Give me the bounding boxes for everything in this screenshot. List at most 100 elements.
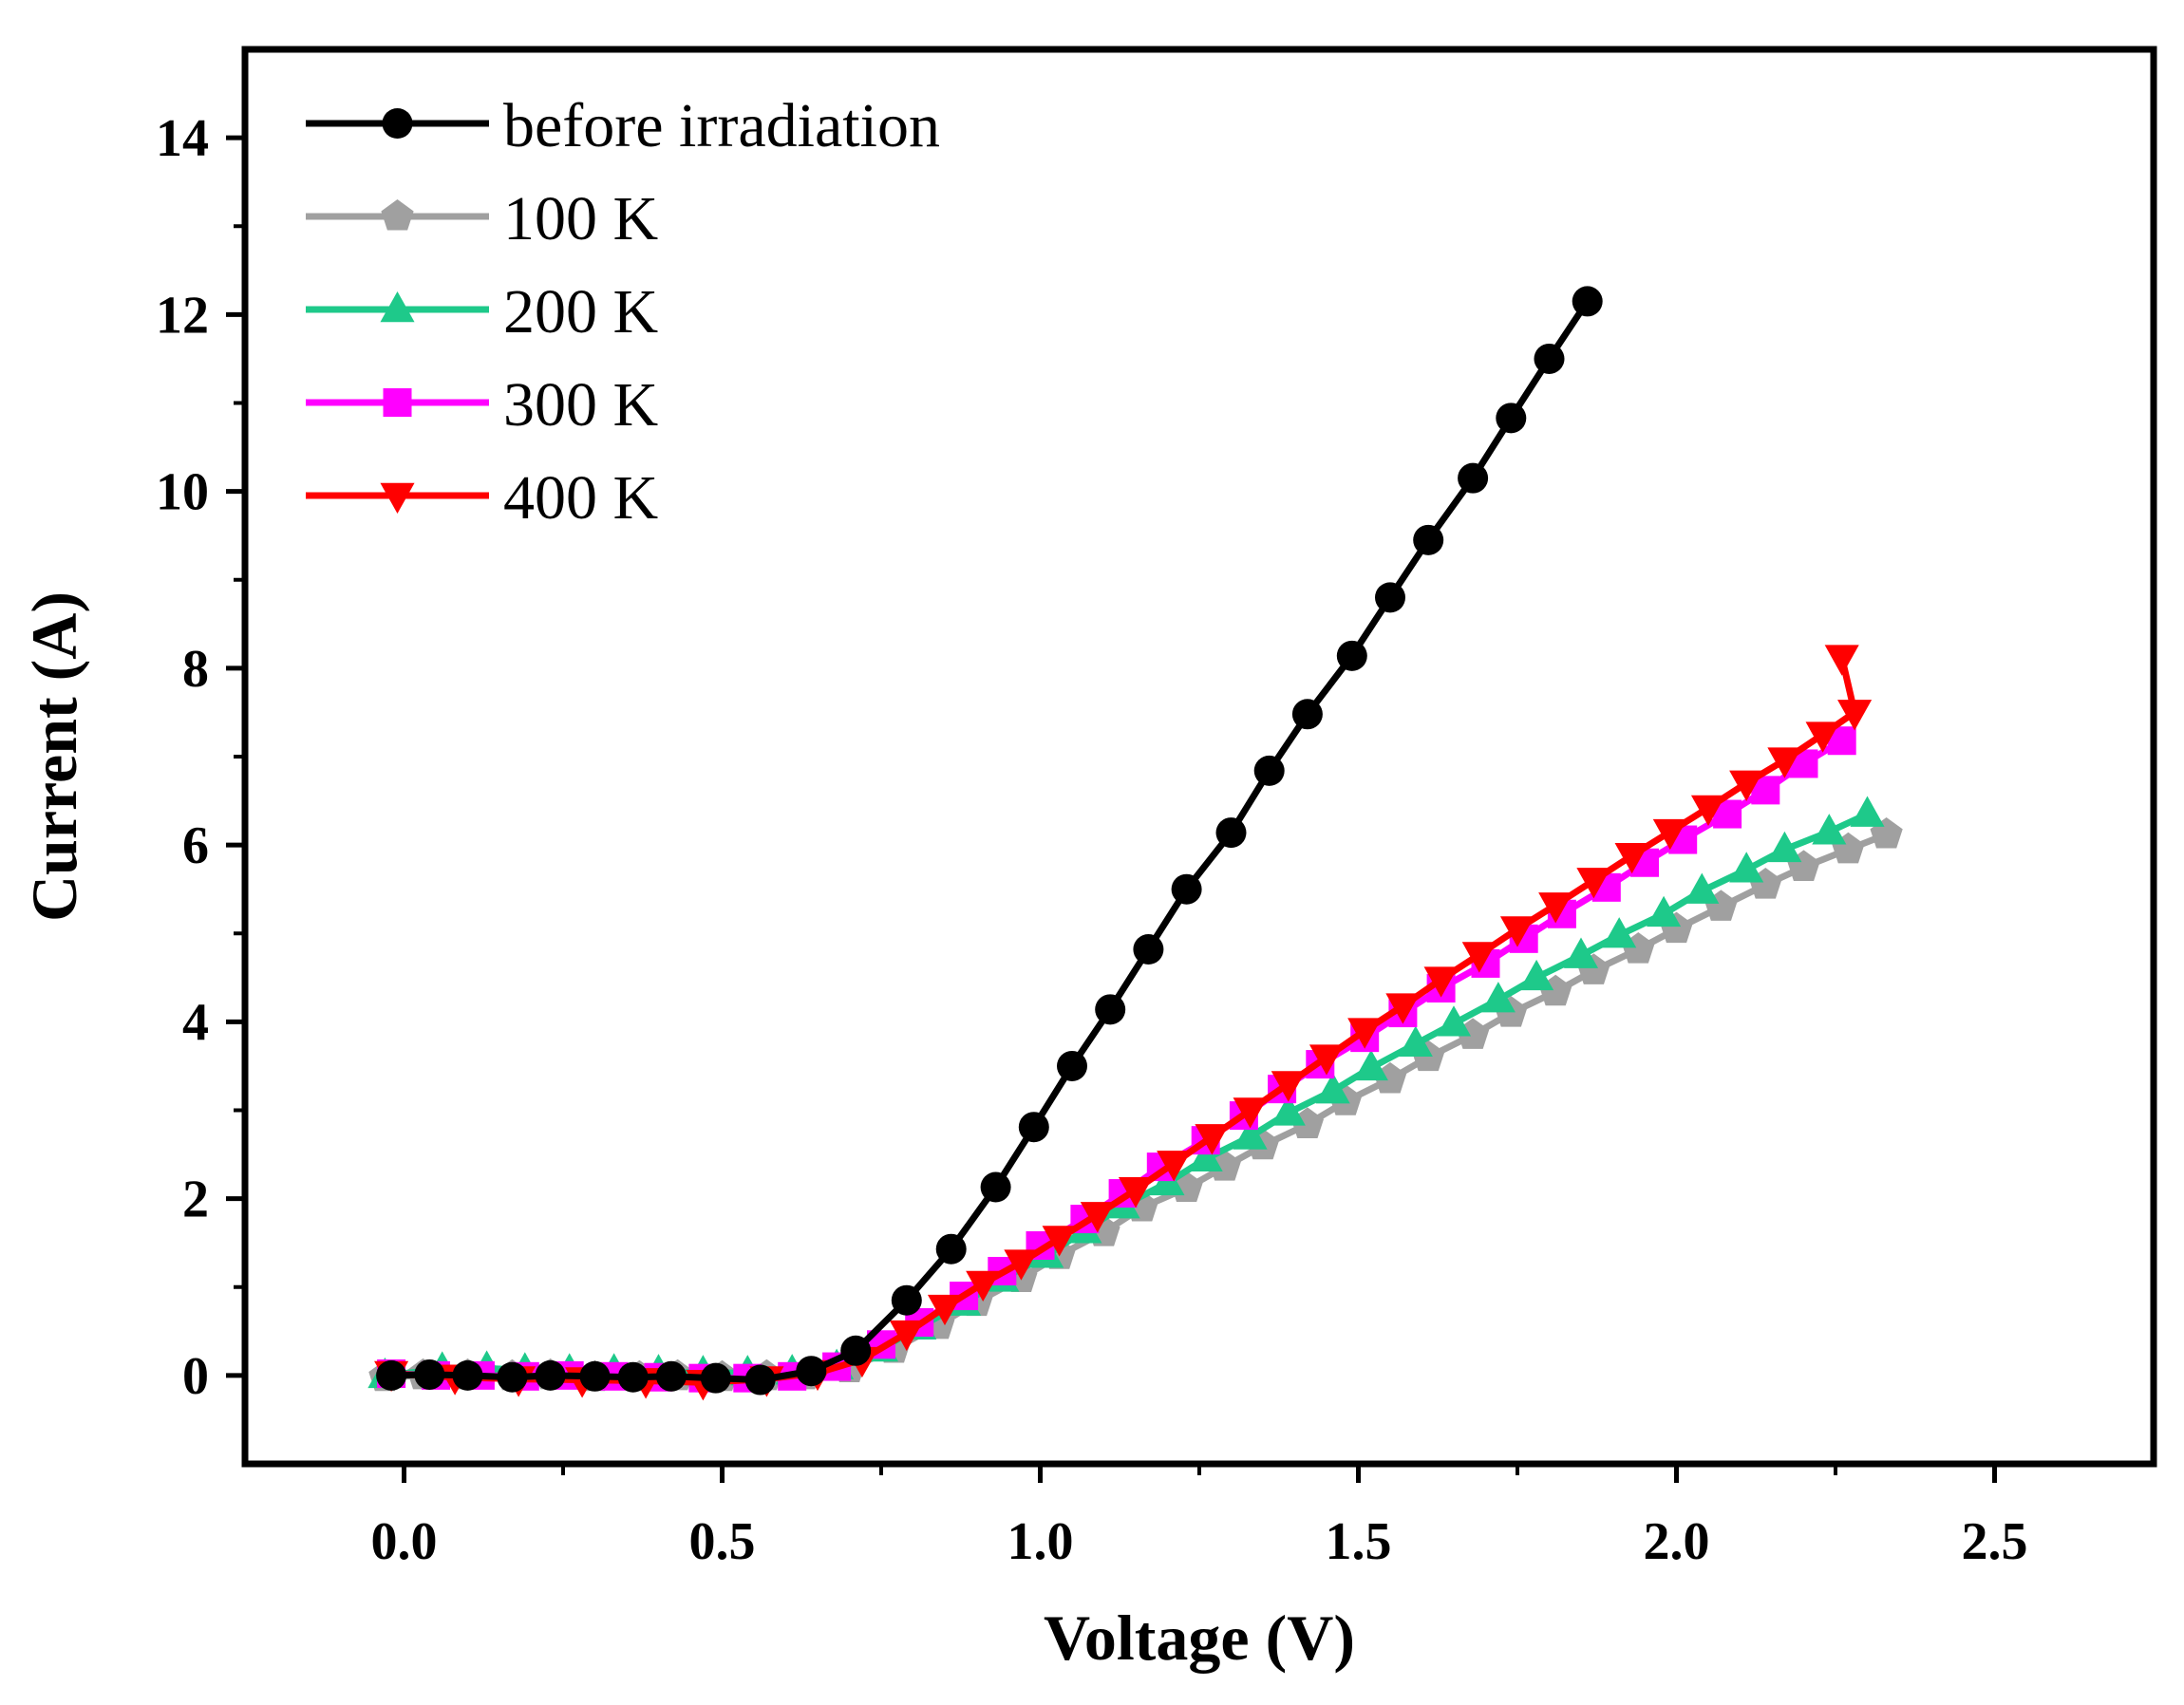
series-1 (368, 816, 1903, 1392)
data-point (1602, 917, 1637, 948)
data-point (1118, 1177, 1154, 1208)
y-tick-label: 4 (182, 993, 209, 1052)
data-point (1309, 1044, 1345, 1076)
data-point (927, 1294, 963, 1326)
data-point (1042, 1226, 1077, 1257)
x-tick-label: 1.0 (1007, 1512, 1074, 1571)
data-point (1729, 770, 1764, 801)
legend-marker (380, 291, 415, 323)
data-point (744, 1364, 776, 1396)
x-tick-label: 1.5 (1326, 1512, 1392, 1571)
data-point (1233, 1097, 1268, 1129)
data-point (935, 1233, 967, 1265)
series-line (390, 656, 1858, 1386)
data-point (1423, 966, 1459, 998)
data-point (1080, 1202, 1115, 1233)
legend-item: 200 K (306, 277, 658, 347)
axis-layer: 0.0 0.5 1.0 1.5 2.0 2.5 0 2 4 6 8 10 12 14 (156, 109, 2028, 1571)
series-4 (374, 645, 1873, 1401)
data-point (1057, 1050, 1087, 1081)
y-tick-label: 10 (156, 463, 209, 522)
data-point (889, 1320, 924, 1352)
data-point (452, 1359, 483, 1391)
data-point (1767, 747, 1802, 778)
y-tick-label: 6 (182, 816, 209, 875)
data-point (655, 1360, 687, 1392)
data-point (376, 1359, 407, 1391)
data-point (1690, 795, 1726, 827)
y-tick-label: 2 (182, 1171, 209, 1229)
y-tick-label: 14 (156, 109, 209, 168)
data-point (1171, 873, 1202, 905)
data-point (1353, 1049, 1388, 1081)
data-point (1018, 1112, 1049, 1143)
data-point (1004, 1249, 1039, 1281)
data-point (1347, 1018, 1383, 1049)
data-point (1095, 994, 1126, 1025)
legend-label: before irradiation (503, 91, 940, 160)
data-point (1496, 403, 1527, 434)
legend-label: 400 K (503, 463, 658, 533)
series-2 (367, 796, 1885, 1389)
series-line (385, 811, 1869, 1379)
data-point (700, 1362, 731, 1394)
data-point (796, 1356, 827, 1387)
data-point (1133, 934, 1164, 965)
series-3 (377, 726, 1856, 1393)
data-point (1538, 892, 1573, 924)
data-point (1336, 640, 1367, 671)
data-point (1519, 959, 1554, 991)
legend: before irradiation 100 K 200 K 300 K 400 K (306, 91, 940, 533)
data-point (1215, 817, 1247, 849)
data-point (891, 1284, 922, 1316)
legend-item: 400 K (306, 463, 658, 533)
data-point (1480, 982, 1516, 1013)
data-point (1253, 755, 1285, 786)
y-axis-title: Current (A) (18, 591, 90, 922)
data-point (1157, 1151, 1192, 1182)
data-point (980, 1171, 1011, 1203)
data-point (414, 1358, 445, 1390)
y-tick-label: 8 (182, 640, 209, 699)
data-point (1685, 872, 1720, 904)
data-point (1315, 1073, 1350, 1104)
legend-item: 100 K (306, 184, 658, 253)
data-point (1271, 1095, 1306, 1126)
data-point (1572, 286, 1603, 317)
series-line (390, 738, 1844, 1382)
data-point (1413, 524, 1444, 555)
data-point (1647, 895, 1682, 927)
x-tick-label: 0.0 (371, 1512, 438, 1571)
data-point (1271, 1071, 1306, 1102)
data-point (840, 1335, 872, 1366)
data-point (1576, 868, 1611, 899)
data-point (1208, 1150, 1241, 1181)
data-point (1461, 942, 1497, 973)
data-point (1188, 1140, 1223, 1172)
legend-marker (380, 482, 415, 514)
data-point (1729, 852, 1764, 883)
y-tick-label: 12 (156, 286, 209, 345)
data-point (579, 1360, 611, 1392)
y-tick-label: 0 (182, 1347, 209, 1406)
data-point (1375, 582, 1405, 613)
data-point (497, 1361, 528, 1393)
x-tick-label: 0.5 (689, 1512, 756, 1571)
data-point (1812, 814, 1847, 845)
data-point (1458, 462, 1489, 494)
data-point (1398, 1025, 1433, 1057)
series-0 (376, 286, 1603, 1396)
data-point (1385, 993, 1421, 1024)
legend-marker (381, 199, 414, 231)
x-tick-label: 2.5 (1962, 1512, 2028, 1571)
data-point (1534, 343, 1565, 374)
x-axis-title: Voltage (V) (1044, 1602, 1355, 1674)
data-point (1291, 699, 1323, 730)
legend-item: before irradiation (306, 91, 940, 160)
data-point (535, 1359, 566, 1391)
legend-label: 300 K (503, 370, 658, 440)
data-point (1824, 645, 1859, 676)
data-point (1850, 796, 1885, 827)
data-point (966, 1270, 1001, 1302)
